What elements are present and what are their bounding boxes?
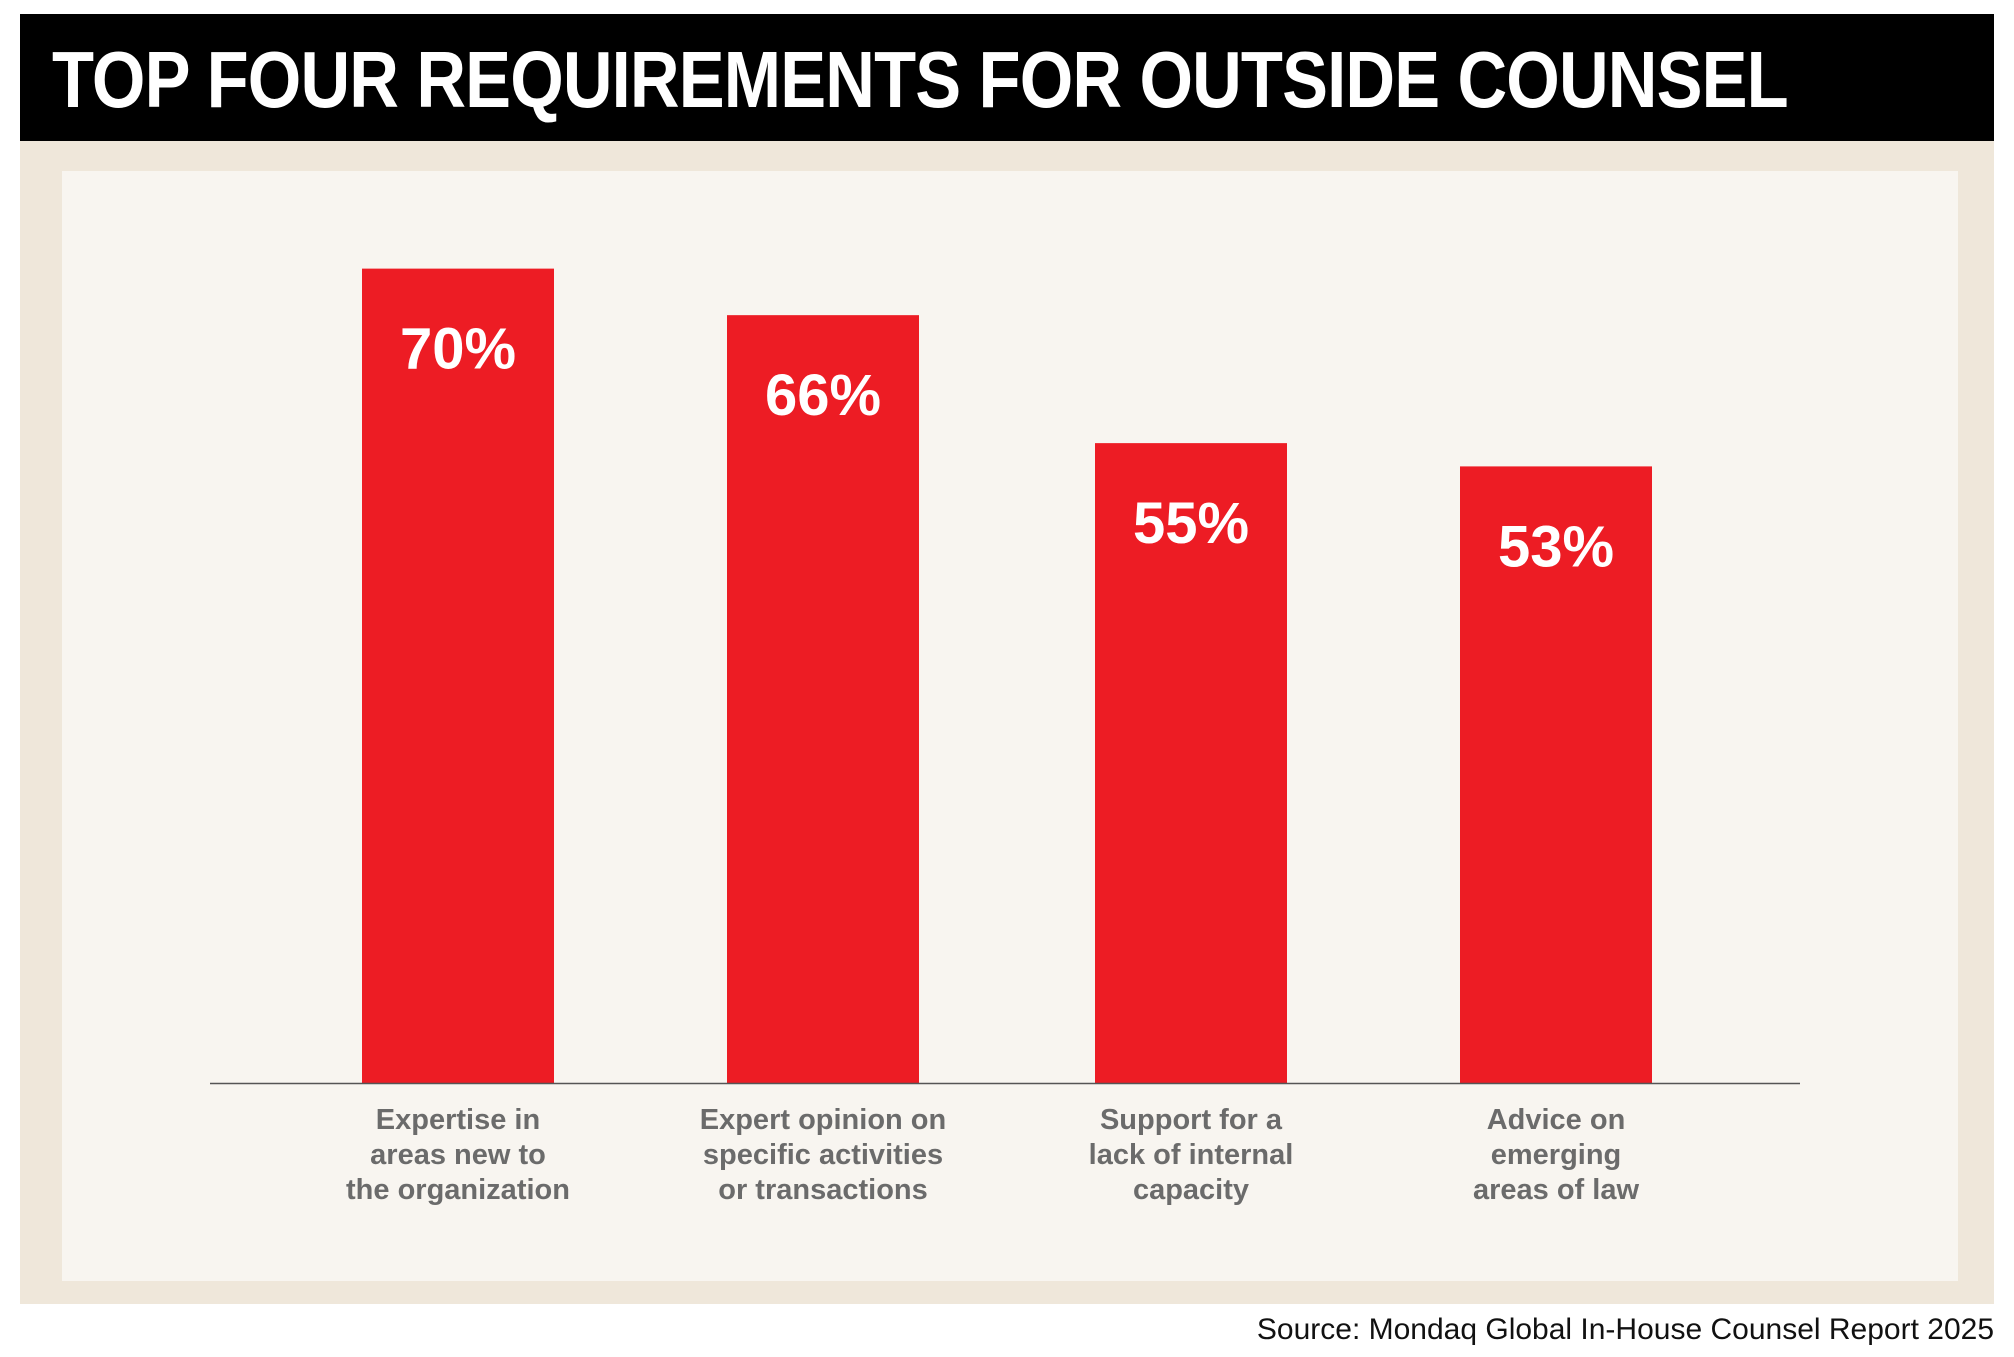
category-label-line: lack of internal: [1089, 1139, 1294, 1171]
chart-title: TOP FOUR REQUIREMENTS FOR OUTSIDE COUNSE…: [52, 35, 1789, 124]
chart-frame: 70% Expertise in areas new to the organizat…: [20, 141, 1994, 1304]
title-bar: TOP FOUR REQUIREMENTS FOR OUTSIDE COUNSE…: [20, 14, 1994, 141]
bar-chart: 70% Expertise in areas new to the organizat…: [210, 268, 1800, 1206]
category-label-line: the organization: [346, 1174, 570, 1206]
category-label-line: areas new to: [370, 1139, 546, 1171]
bar-2: [727, 315, 919, 1083]
bar-4: [1460, 466, 1652, 1083]
bar-value-label-4: 53%: [1498, 514, 1614, 579]
category-label-line: or transactions: [718, 1174, 928, 1206]
category-label-line: Support for a: [1100, 1104, 1283, 1136]
category-label-line: specific activities: [703, 1139, 943, 1171]
bar-3: [1095, 443, 1287, 1083]
category-label-line: Advice on: [1487, 1104, 1626, 1136]
category-label-line: Expert opinion on: [700, 1104, 947, 1136]
category-label-1: Expertise in areas new to the organization: [346, 1104, 570, 1206]
bar-value-label-3: 55%: [1133, 491, 1249, 556]
category-label-line: Expertise in: [376, 1104, 540, 1136]
category-label-line: areas of law: [1473, 1174, 1639, 1206]
bar-value-label-1: 70%: [400, 317, 516, 382]
category-label-line: emerging: [1491, 1139, 1622, 1171]
category-label-3: Support for a lack of internal capacity: [1089, 1104, 1294, 1206]
source-note: Source: Mondaq Global In-House Counsel R…: [1256, 1313, 1994, 1346]
category-label-4: Advice on emerging areas of law: [1473, 1104, 1639, 1206]
bar-1: [362, 268, 554, 1083]
bar-value-label-2: 66%: [765, 363, 881, 428]
category-label-line: capacity: [1133, 1174, 1249, 1206]
chart-panel: 70% Expertise in areas new to the organizat…: [62, 171, 1958, 1281]
category-label-2: Expert opinion on specific activities or t…: [700, 1104, 947, 1206]
